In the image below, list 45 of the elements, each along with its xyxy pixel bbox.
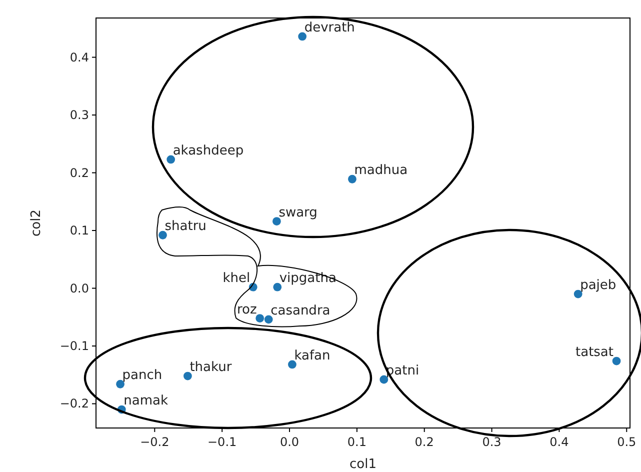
point [612, 356, 621, 366]
annotation: devrath [304, 20, 355, 36]
point [380, 375, 388, 384]
y-tick-label: −0.2 [60, 396, 89, 411]
point [288, 360, 296, 369]
annotation: akashdeep [172, 143, 244, 158]
annotation: shatru [164, 219, 206, 234]
point [166, 155, 176, 164]
annotation: pajeb [580, 278, 616, 294]
x-tick-label: 0.1 [347, 435, 366, 449]
annotation: swarg [278, 205, 318, 220]
x-axis-title: col1 [350, 457, 376, 472]
x-tick-label: −0.1 [208, 435, 237, 449]
y-tick-label: 0.2 [70, 166, 89, 180]
point [272, 217, 281, 226]
y-tick-label: 0.3 [70, 108, 89, 122]
y-tick-label: 0.4 [70, 50, 89, 64]
annotation: thakur [190, 360, 232, 376]
annotation: namak [124, 394, 168, 409]
point [298, 32, 307, 41]
point [183, 372, 192, 380]
annotation: khel [222, 271, 250, 286]
x-tick-label: 0.5 [617, 435, 636, 449]
point [256, 314, 264, 322]
annotation: panch [122, 368, 162, 384]
annotation: roz [236, 302, 258, 318]
y-tick-label: 0.1 [70, 224, 89, 238]
point [158, 230, 167, 240]
annotation: kafan [294, 348, 330, 364]
point [264, 315, 273, 324]
y-axis-title: col2 [29, 210, 44, 236]
annotation: madhua [354, 163, 408, 178]
annotation: vipgatha [279, 271, 336, 286]
x-tick-label: 0.4 [550, 435, 569, 449]
point [574, 290, 582, 298]
y-tick-label: 0.0 [70, 281, 89, 296]
y-tick-label: −0.1 [60, 339, 89, 353]
point [348, 174, 356, 184]
x-tick-label: 0.3 [482, 435, 502, 449]
point [116, 380, 124, 388]
x-tick-label: −0.2 [140, 435, 170, 449]
annotation: tatsat [576, 345, 614, 360]
x-tick-label: 0.0 [280, 435, 300, 449]
x-tick-label: 0.2 [414, 435, 434, 449]
annotation: casandra [270, 303, 330, 318]
